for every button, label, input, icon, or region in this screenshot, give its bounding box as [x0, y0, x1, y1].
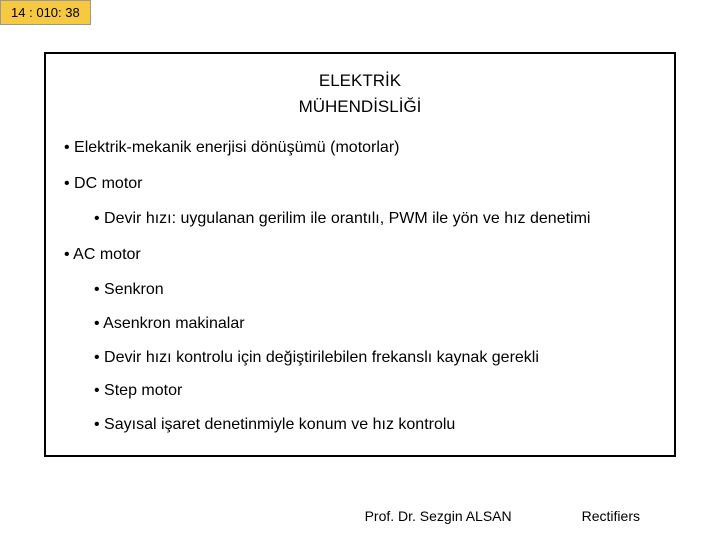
- content-frame: ELEKTRİK MÜHENDİSLİĞİ • Elektrik-mekanik…: [44, 52, 676, 457]
- bullet-asynchronous: • Asenkron makinalar: [94, 313, 656, 335]
- footer-author: Prof. Dr. Sezgin ALSAN: [365, 508, 512, 524]
- bullet-freq-source: • Devir hızı kontrolu için değiştirilebi…: [94, 347, 656, 369]
- title-block: ELEKTRİK MÜHENDİSLİĞİ: [64, 68, 656, 119]
- bullet-step-motor: • Step motor: [94, 380, 656, 402]
- slide-time: 010: 38: [36, 5, 79, 20]
- bullet-dc-speed: • Devir hızı: uygulanan gerilim ile oran…: [94, 208, 656, 230]
- bullet-ac-motor: • AC motor: [64, 244, 656, 266]
- footer: Prof. Dr. Sezgin ALSAN Rectifiers: [0, 508, 720, 524]
- slide-page: 14: [11, 5, 25, 20]
- slide-number-badge: 14 : 010: 38: [0, 0, 91, 25]
- title-line-2: MÜHENDİSLİĞİ: [64, 94, 656, 120]
- slide-sep: :: [29, 5, 33, 20]
- bullet-synchronous: • Senkron: [94, 279, 656, 301]
- footer-topic: Rectifiers: [582, 508, 640, 524]
- bullet-topic: • Elektrik-mekanik enerjisi dönüşümü (mo…: [64, 137, 656, 159]
- bullet-digital-control: • Sayısal işaret denetinmiyle konum ve h…: [94, 414, 656, 436]
- bullet-dc-motor: • DC motor: [64, 173, 656, 195]
- title-line-1: ELEKTRİK: [64, 68, 656, 94]
